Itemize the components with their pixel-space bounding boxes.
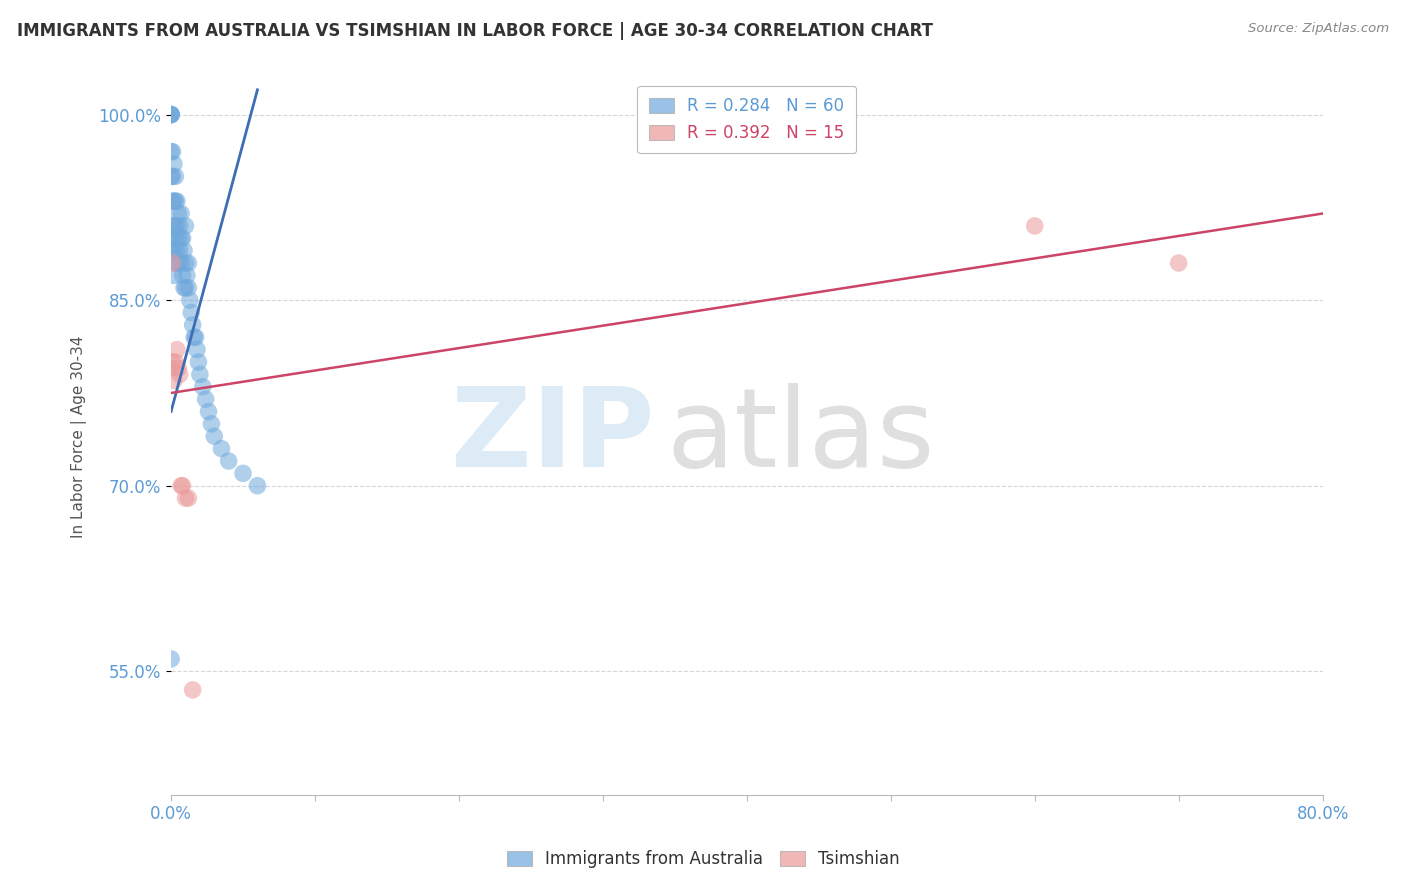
Point (163, 244, 186, 258)
Point (173, 244, 195, 258)
Point (162, 219, 184, 233)
Point (170, 256, 193, 270)
Point (163, 194, 186, 209)
Point (183, 330, 205, 344)
Point (170, 206, 193, 220)
Text: atlas: atlas (666, 383, 935, 490)
Point (173, 281, 195, 295)
Point (163, 268, 186, 283)
Point (180, 305, 202, 319)
Point (1167, 256, 1189, 270)
Point (160, 145, 183, 159)
Point (162, 355, 184, 369)
Point (162, 169, 184, 184)
Y-axis label: In Labor Force | Age 30-34: In Labor Force | Age 30-34 (72, 335, 87, 538)
Point (165, 256, 187, 270)
Point (174, 281, 197, 295)
Point (181, 682, 204, 697)
Point (160, 169, 183, 184)
Point (162, 194, 184, 209)
Point (165, 194, 187, 209)
Point (172, 268, 194, 283)
Point (166, 194, 188, 209)
Point (166, 219, 188, 233)
Point (172, 231, 194, 245)
Point (160, 652, 183, 666)
Point (191, 380, 214, 394)
Point (166, 244, 188, 258)
Point (174, 491, 197, 505)
Point (165, 169, 187, 184)
Point (187, 355, 209, 369)
Point (246, 479, 269, 493)
Point (167, 206, 190, 220)
Point (232, 467, 254, 481)
Point (194, 392, 217, 406)
Point (177, 256, 200, 270)
Point (218, 454, 240, 468)
Point (169, 368, 191, 382)
Point (170, 479, 193, 493)
Point (179, 293, 201, 307)
Point (167, 231, 190, 245)
Point (174, 219, 197, 233)
Point (184, 330, 207, 344)
Point (186, 343, 208, 357)
Point (188, 368, 211, 382)
Point (160, 107, 183, 121)
Point (177, 491, 200, 505)
Point (163, 157, 186, 171)
Point (174, 256, 197, 270)
Point (166, 343, 188, 357)
Point (165, 355, 187, 369)
Text: ZIP: ZIP (451, 383, 655, 490)
Point (200, 417, 222, 431)
Point (181, 318, 204, 332)
Point (160, 361, 183, 376)
Legend: Immigrants from Australia, Tsimshian: Immigrants from Australia, Tsimshian (501, 844, 905, 875)
Point (162, 256, 184, 270)
Point (162, 244, 184, 258)
Point (169, 219, 191, 233)
Point (165, 231, 187, 245)
Point (211, 442, 233, 456)
Point (177, 281, 200, 295)
Point (160, 107, 183, 121)
Point (169, 244, 191, 258)
Point (170, 231, 193, 245)
Text: IMMIGRANTS FROM AUSTRALIA VS TSIMSHIAN IN LABOR FORCE | AGE 30-34 CORRELATION CH: IMMIGRANTS FROM AUSTRALIA VS TSIMSHIAN I… (17, 22, 932, 40)
Text: Source: ZipAtlas.com: Source: ZipAtlas.com (1249, 22, 1389, 36)
Point (202, 429, 225, 443)
Point (1024, 219, 1046, 233)
Legend: R = 0.284   N = 60, R = 0.392   N = 15: R = 0.284 N = 60, R = 0.392 N = 15 (637, 86, 856, 153)
Point (160, 107, 183, 121)
Point (167, 361, 190, 376)
Point (197, 404, 219, 418)
Point (160, 231, 183, 245)
Point (167, 256, 190, 270)
Point (176, 268, 198, 283)
Point (172, 479, 194, 493)
Point (163, 374, 186, 388)
Point (162, 145, 184, 159)
Point (160, 107, 183, 121)
Point (163, 219, 186, 233)
